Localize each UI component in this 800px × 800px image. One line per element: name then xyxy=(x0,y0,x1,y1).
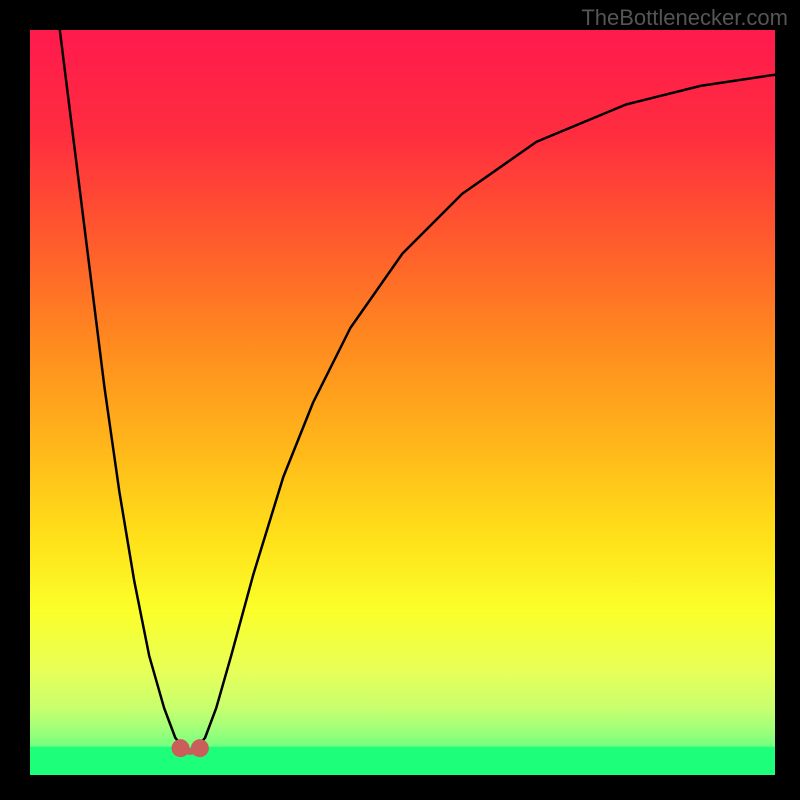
plot-area xyxy=(30,30,775,775)
chart-container: TheBottlenecker.com xyxy=(0,0,800,800)
minimum-marker-0 xyxy=(171,739,189,757)
chart-svg xyxy=(30,30,775,775)
minimum-marker-1 xyxy=(191,739,209,757)
watermark-text: TheBottlenecker.com xyxy=(581,5,788,31)
gradient-background xyxy=(30,30,775,775)
green-band xyxy=(30,747,775,775)
